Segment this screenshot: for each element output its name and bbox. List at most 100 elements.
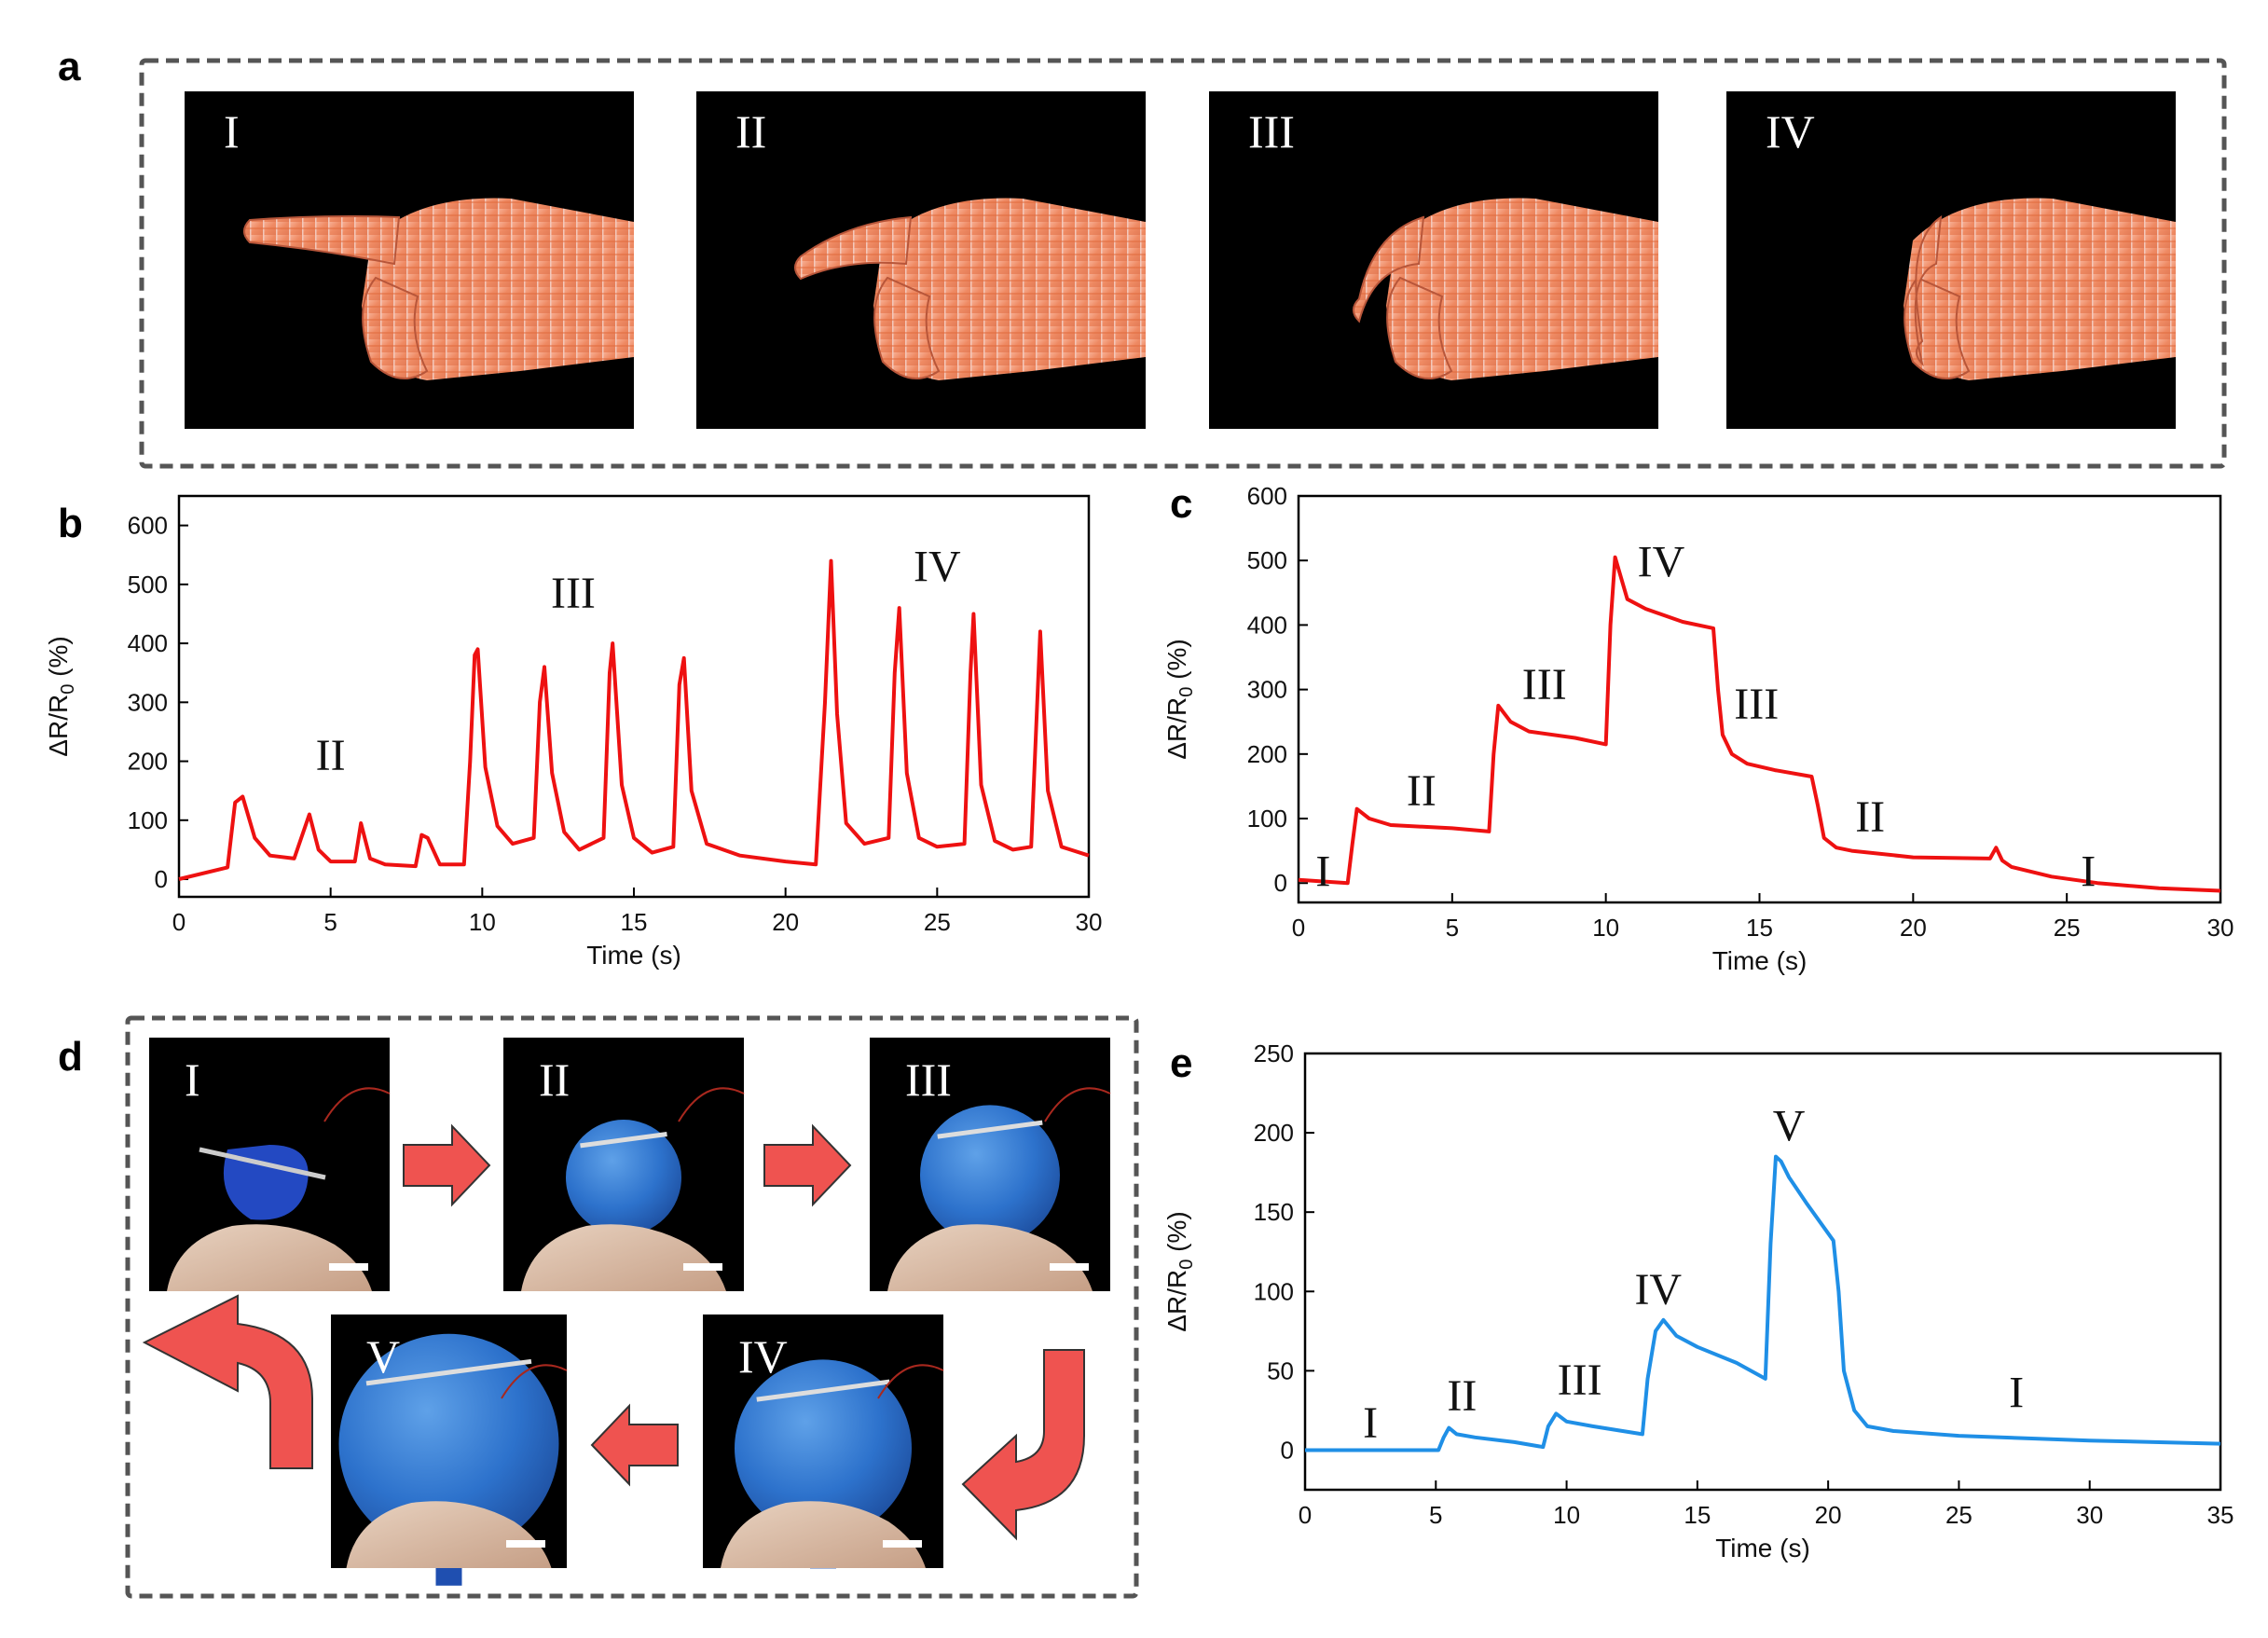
y-tick-label: 100	[128, 806, 168, 834]
x-tick-label: 5	[323, 908, 337, 936]
balloon	[735, 1359, 912, 1537]
y-tick-label: 0	[1274, 869, 1287, 897]
series-line-1	[178, 558, 1090, 881]
x-tick-label: 15	[1746, 914, 1773, 942]
series-line-1	[1305, 1154, 2221, 1452]
y-axis-label: ΔR/R0 (%)	[1162, 1211, 1197, 1331]
x-tick-label: 30	[2207, 914, 2234, 942]
arrow-ii-to-iii	[763, 1123, 852, 1207]
state-annotation: V	[1773, 1102, 1806, 1151]
photo-label: II	[735, 105, 766, 158]
x-tick-label: 20	[772, 908, 799, 936]
x-tick-label: 0	[1299, 1501, 1312, 1529]
holding-hand	[887, 1224, 1093, 1291]
x-tick-label: 35	[2207, 1501, 2234, 1529]
state-annotation: II	[1407, 766, 1436, 816]
state-annotation: II	[1855, 792, 1885, 842]
y-tick-label: 100	[1247, 805, 1287, 833]
y-tick-label: 400	[1247, 611, 1287, 639]
holding-hand	[721, 1501, 926, 1568]
hand-photo-1: I	[185, 91, 634, 429]
state-annotation: III	[1558, 1356, 1602, 1405]
x-tick-label: 10	[469, 908, 496, 936]
y-tick-label: 50	[1267, 1356, 1294, 1384]
hand-photo-3: III	[1209, 91, 1658, 429]
y-tick-label: 250	[1254, 1039, 1294, 1067]
x-tick-label: 30	[2076, 1501, 2103, 1529]
sensor-fiber	[199, 1147, 326, 1180]
y-tick-label: 300	[128, 688, 168, 716]
balloon	[920, 1105, 1060, 1246]
series-line-1	[1298, 555, 2221, 893]
balloon-photo-3: III	[870, 1038, 1111, 1291]
y-tick-label: 100	[1254, 1277, 1294, 1305]
sensor-fiber	[580, 1132, 667, 1149]
photo-label: II	[539, 1053, 570, 1106]
balloon-photo-4: IV	[703, 1315, 944, 1569]
index-finger	[243, 215, 401, 266]
sensor-fiber	[365, 1358, 532, 1386]
x-tick-label: 20	[1815, 1501, 1842, 1529]
red-wire	[323, 1087, 391, 1122]
hand-palm	[873, 198, 1146, 380]
y-tick-label: 200	[1247, 740, 1287, 768]
x-tick-label: 10	[1592, 914, 1619, 942]
x-tick-label: 30	[1076, 908, 1103, 936]
panel-label-a: a	[58, 44, 81, 89]
state-annotation: I	[1315, 847, 1330, 897]
y-tick-label: 500	[1247, 546, 1287, 574]
red-wire	[678, 1087, 745, 1122]
x-tick-label: 10	[1553, 1501, 1580, 1529]
state-annotation: I	[1363, 1398, 1378, 1448]
photo-label: IV	[1766, 105, 1815, 158]
x-tick-label: 15	[1684, 1501, 1711, 1529]
state-annotation: IV	[1634, 1265, 1682, 1315]
panel-label-c: c	[1170, 481, 1192, 527]
panel-label-e: e	[1170, 1040, 1192, 1086]
x-tick-label: 0	[1292, 914, 1305, 942]
scale-bar	[683, 1263, 722, 1271]
state-annotation: II	[316, 731, 346, 780]
x-axis-label: Time (s)	[1712, 946, 1808, 975]
red-wire	[1044, 1087, 1111, 1122]
state-annotation: III	[1522, 660, 1567, 709]
index-finger	[1914, 214, 1943, 367]
arrow-i-to-ii	[403, 1123, 491, 1207]
arrow-iii-to-iv	[961, 1349, 1085, 1541]
sensor-fiber	[756, 1379, 890, 1402]
y-axis-label: ΔR/R0 (%)	[1162, 639, 1197, 759]
panel-label-b: b	[58, 501, 83, 546]
y-tick-label: 150	[1254, 1198, 1294, 1226]
x-axis-label: Time (s)	[586, 941, 681, 970]
hand-fingers	[873, 276, 941, 379]
y-tick-label: 600	[128, 512, 168, 540]
y-tick-label: 200	[1254, 1119, 1294, 1147]
balloon	[566, 1120, 681, 1235]
hand-fingers	[362, 276, 429, 379]
balloon-photo-2: II	[503, 1038, 745, 1291]
state-annotation: I	[2081, 847, 2096, 897]
panel-a-frame	[139, 58, 2227, 469]
state-annotation: III	[551, 569, 596, 618]
x-axis-label: Time (s)	[1715, 1534, 1810, 1562]
panel-a-photos: I II III IV	[185, 91, 2176, 429]
scale-bar	[883, 1540, 922, 1548]
y-tick-label: 600	[1247, 482, 1287, 510]
x-tick-label: 25	[1945, 1501, 1972, 1529]
hand-palm	[1904, 198, 2176, 380]
photo-label: I	[224, 105, 240, 158]
photo-label: I	[185, 1053, 200, 1106]
x-tick-label: 15	[621, 908, 648, 936]
hand-fingers	[1386, 276, 1453, 379]
scale-bar	[1050, 1263, 1089, 1271]
panel-label-d: d	[58, 1034, 83, 1080]
holding-hand	[346, 1501, 552, 1568]
balloon-photo-5: V	[331, 1315, 568, 1586]
y-tick-label: 300	[1247, 676, 1287, 704]
photo-label: III	[1248, 105, 1295, 158]
y-tick-label: 500	[128, 571, 168, 599]
hand-palm	[362, 198, 634, 380]
